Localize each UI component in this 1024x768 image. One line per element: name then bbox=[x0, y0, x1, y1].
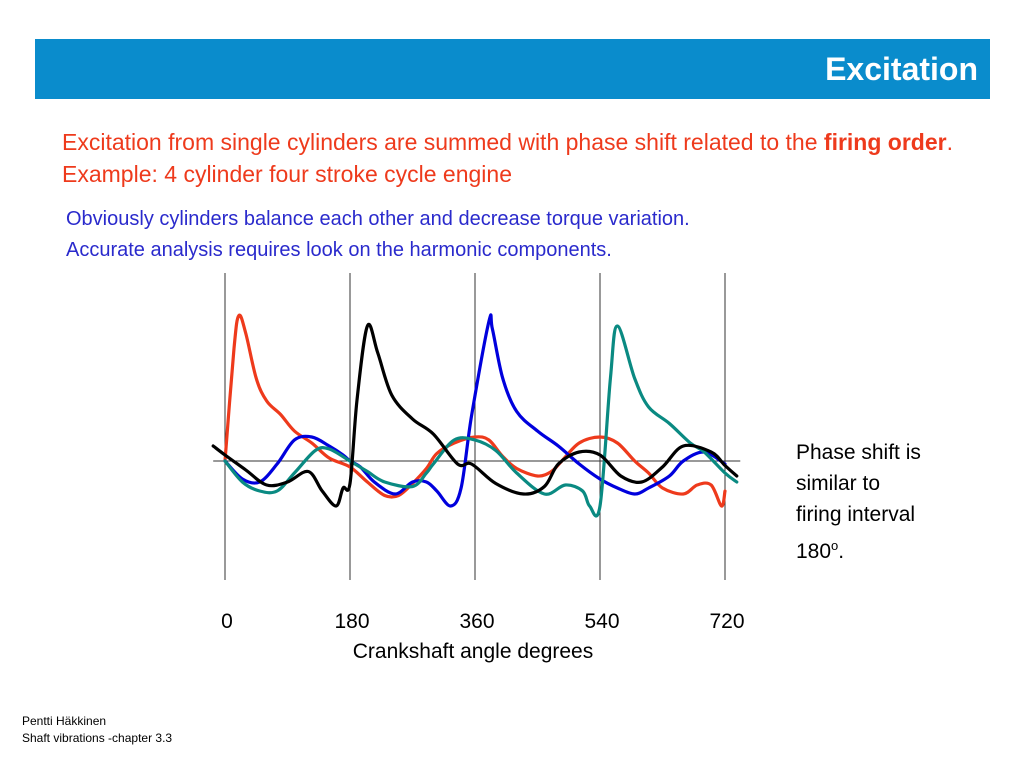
x-tick-label-540: 540 bbox=[584, 610, 619, 633]
side-note-value: 180 bbox=[796, 540, 832, 563]
x-tick-label-360: 360 bbox=[459, 610, 494, 633]
footer: Pentti Häkkinen Shaft vibrations -chapte… bbox=[22, 713, 172, 747]
slide-title: Excitation bbox=[825, 51, 978, 87]
series-line-4 bbox=[211, 322, 739, 508]
intro-text: Excitation from single cylinders are sum… bbox=[62, 126, 962, 190]
series-line-1 bbox=[223, 313, 727, 508]
x-tick-label-720: 720 bbox=[709, 610, 744, 633]
side-note-line-2: similar to bbox=[796, 472, 881, 495]
x-tick-label-180: 180 bbox=[334, 610, 369, 633]
x-axis-label: Crankshaft angle degrees bbox=[353, 640, 594, 663]
side-note: Phase shift is similar to firing interva… bbox=[796, 437, 966, 567]
intro-text-part2: . Example: 4 cylinder four stroke cycle … bbox=[62, 129, 953, 187]
intro-text-bold: firing order bbox=[823, 129, 947, 155]
degree-symbol: o bbox=[831, 538, 839, 553]
note-line-2: Accurate analysis requires look on the h… bbox=[66, 239, 612, 261]
intro-text-part1: Excitation from single cylinders are sum… bbox=[62, 129, 824, 155]
footer-course: Shaft vibrations -chapter 3.3 bbox=[22, 731, 173, 745]
title-bar: Excitation bbox=[35, 39, 990, 99]
note-text: Obviously cylinders balance each other a… bbox=[66, 204, 966, 266]
x-tick-label-0: 0 bbox=[221, 610, 233, 633]
side-note-line-4: 180o. bbox=[796, 530, 966, 567]
side-note-period: . bbox=[838, 540, 845, 563]
side-note-line-3: firing interval bbox=[796, 503, 916, 526]
series-line-3 bbox=[223, 324, 739, 518]
series-line-2 bbox=[223, 313, 727, 508]
side-note-line-1: Phase shift is bbox=[796, 441, 921, 464]
footer-author: Pentti Häkkinen bbox=[22, 714, 107, 728]
note-line-1: Obviously cylinders balance each other a… bbox=[66, 208, 690, 230]
